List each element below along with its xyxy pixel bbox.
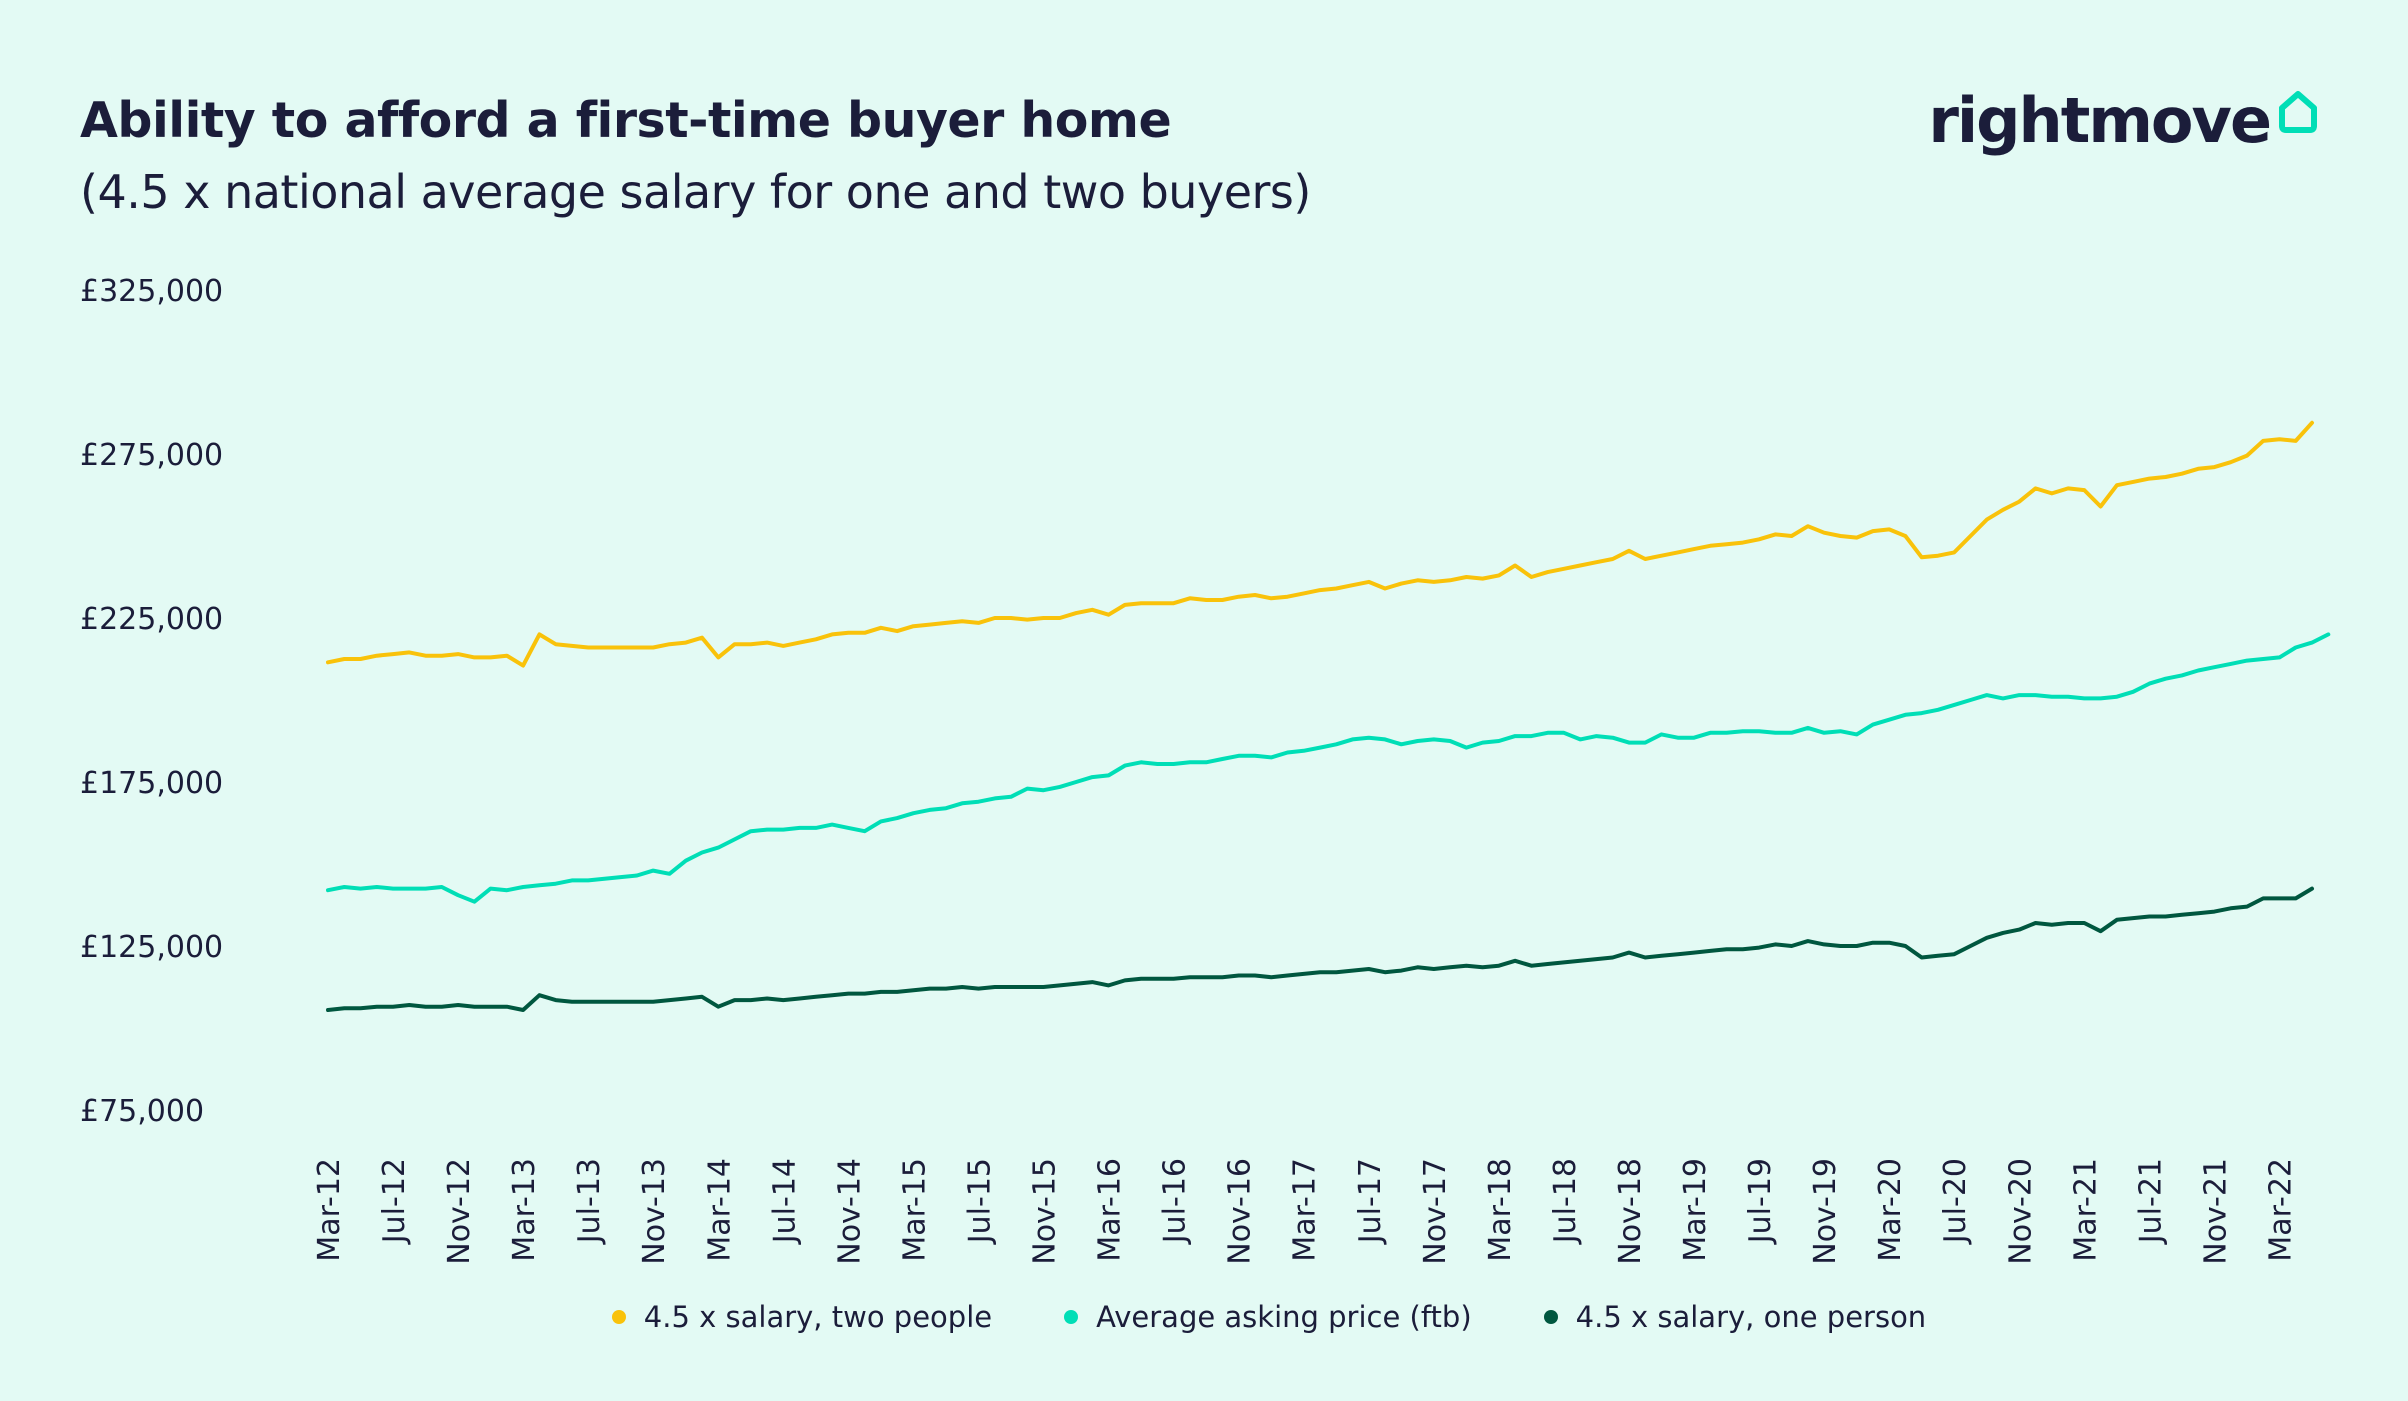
x-tick-label: Nov-12 <box>442 1158 477 1265</box>
x-tick-label: Jul-13 <box>572 1158 607 1245</box>
house-icon <box>2279 91 2317 133</box>
y-tick-label: £275,000 <box>80 438 223 473</box>
x-tick-label: Mar-14 <box>702 1158 737 1262</box>
legend-marker-icon <box>1543 1310 1558 1324</box>
y-tick-label: £225,000 <box>80 602 223 637</box>
legend-label: Average asking price (ftb) <box>1096 1300 1472 1334</box>
chart-subtitle: (4.5 x national average salary for one a… <box>80 165 1311 219</box>
legend-label: 4.5 x salary, one person <box>1575 1300 1927 1334</box>
legend-marker-icon <box>611 1310 626 1324</box>
rightmove-logo: rightmove <box>1928 88 2320 152</box>
legend-label: 4.5 x salary, two people <box>643 1300 993 1334</box>
plot-area <box>326 420 2331 1012</box>
logo-text: rightmove <box>1928 84 2272 157</box>
x-tick-label: Nov-19 <box>1808 1158 1843 1265</box>
x-tick-label: Mar-13 <box>507 1158 542 1262</box>
x-tick-label: Mar-18 <box>1483 1158 1518 1262</box>
x-tick-label: Nov-17 <box>1418 1158 1453 1265</box>
series-line-asking-price <box>326 632 2331 904</box>
x-tick-label: Mar-19 <box>1678 1158 1713 1262</box>
x-tick-label: Jul-19 <box>1743 1158 1778 1245</box>
x-tick-label: Nov-20 <box>2003 1158 2038 1265</box>
chart-title: Ability to afford a first-time buyer hom… <box>80 92 1172 149</box>
y-tick-label: £325,000 <box>80 274 223 309</box>
x-tick-label: Mar-21 <box>2068 1158 2103 1262</box>
x-tick-label: Jul-16 <box>1158 1158 1193 1245</box>
x-tick-label: Mar-22 <box>2263 1158 2298 1262</box>
x-tick-label: Nov-16 <box>1223 1158 1258 1265</box>
x-tick-label: Mar-20 <box>1873 1158 1908 1262</box>
x-tick-label: Jul-20 <box>1938 1158 1973 1245</box>
legend-item-two-people: 4.5 x salary, two people <box>611 1300 993 1334</box>
x-tick-label: Nov-18 <box>1613 1158 1648 1265</box>
x-tick-label: Jul-21 <box>2133 1158 2168 1245</box>
x-tick-label: Nov-15 <box>1028 1158 1063 1265</box>
y-tick-label: £125,000 <box>80 930 223 965</box>
x-tick-label: Nov-14 <box>832 1158 867 1265</box>
x-tick-label: Jul-14 <box>767 1158 802 1245</box>
x-tick-label: Nov-13 <box>637 1158 672 1265</box>
x-tick-label: Mar-16 <box>1093 1158 1128 1262</box>
x-tick-label: Jul-18 <box>1548 1158 1583 1245</box>
x-tick-label: Mar-17 <box>1288 1158 1323 1262</box>
x-tick-label: Mar-15 <box>897 1158 932 1262</box>
legend-marker-icon <box>1064 1310 1079 1324</box>
x-tick-label: Mar-12 <box>312 1158 347 1262</box>
y-tick-label: £75,000 <box>80 1094 204 1129</box>
x-tick-label: Jul-12 <box>377 1158 412 1245</box>
x-axis: Mar-12 Jul-12 Nov-12 Mar-13 Jul-13 Nov-13 Mar-… <box>312 1158 2298 1265</box>
x-tick-label: Jul-17 <box>1353 1158 1388 1245</box>
y-axis: £75,000 £125,000 £175,000 £225,000 £275,000 £… <box>80 274 223 1129</box>
series-line-one-person <box>326 886 2314 1012</box>
series-line-two-people <box>326 420 2314 668</box>
chart-legend: 4.5 x salary, two people Average asking … <box>0 1300 2408 1334</box>
legend-item-one-person: 4.5 x salary, one person <box>1543 1300 1927 1334</box>
y-tick-label: £175,000 <box>80 766 223 801</box>
x-tick-label: Nov-21 <box>2198 1158 2233 1265</box>
x-tick-label: Jul-15 <box>962 1158 997 1245</box>
legend-item-asking-price: Average asking price (ftb) <box>1064 1300 1472 1334</box>
